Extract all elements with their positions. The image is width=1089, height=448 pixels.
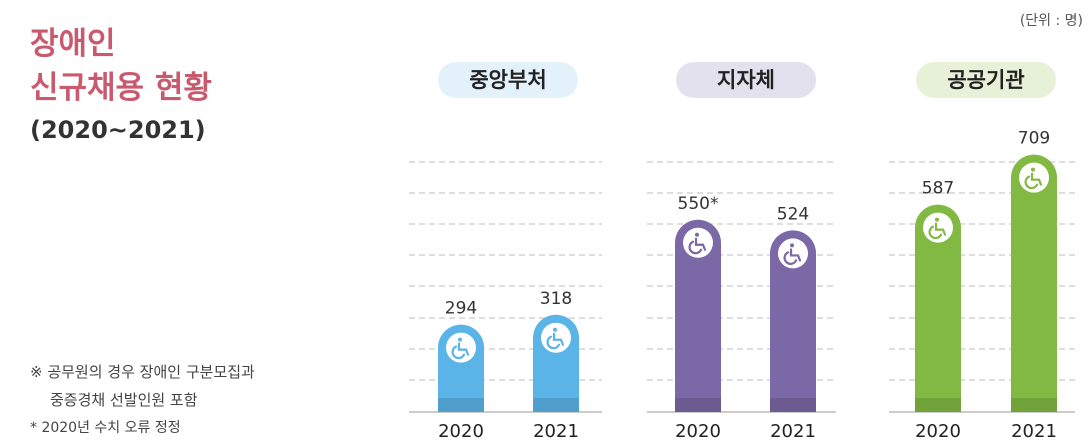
wheelchair-icon [928, 217, 947, 240]
title-line-2: 신규채용 현황 [30, 70, 212, 106]
bar-base-shade [770, 398, 816, 412]
bar [1011, 154, 1057, 412]
bar-base-shade [1011, 398, 1057, 412]
wheelchair-icon-head [1031, 167, 1035, 172]
wheelchair-icon-wheel [928, 225, 943, 240]
value-label: 524 [777, 204, 809, 224]
chart-subtitle: (2020~2021) [30, 116, 206, 144]
wheelchair-icon-wheel [688, 240, 703, 255]
bar-base-shade [675, 398, 721, 412]
bar-base-shade [533, 398, 579, 412]
wheelchair-icon-head [790, 243, 794, 248]
value-label: 294 [445, 299, 477, 319]
year-label: 2021 [1011, 421, 1057, 442]
year-label: 2021 [533, 421, 579, 442]
wheelchair-icon-body [694, 237, 707, 251]
chart-title: 장애인 신규채용 현황 [30, 22, 212, 110]
group-label: 지자체 [717, 68, 775, 92]
wheelchair-icon-wheel [546, 335, 561, 350]
wheelchair-icon-wheel [451, 345, 466, 360]
group-pill [438, 62, 578, 98]
wheelchair-icon-head [695, 232, 699, 237]
value-label: 550* [678, 194, 719, 214]
footnote-3: * 2020년 수치 오류 정정 [30, 420, 181, 436]
bar [770, 230, 816, 412]
wheelchair-icon-body [1030, 172, 1043, 186]
group-pill [676, 62, 816, 98]
footnote-2: 중증경채 선발인원 포함 [50, 391, 198, 409]
bar-base-shade [438, 398, 484, 412]
wheelchair-icon-head [458, 337, 462, 342]
wheelchair-icon [1024, 167, 1043, 190]
value-label: 587 [922, 179, 954, 199]
year-label: 2020 [675, 421, 721, 442]
wheelchair-icon-head [935, 217, 939, 222]
wheelchair-icon [546, 327, 565, 350]
wheelchair-icon-head [553, 327, 557, 332]
bar [915, 204, 961, 412]
wheelchair-icon-wheel [1024, 175, 1039, 190]
year-label: 2021 [770, 421, 816, 442]
bar [675, 219, 721, 412]
title-line-1: 장애인 [30, 26, 116, 62]
wheelchair-icon [783, 243, 802, 265]
footnotes: ※ 공무원의 경우 장애인 구분모집과 중증경채 선발인원 포함 * 2020년… [30, 358, 255, 442]
group-label: 공공기관 [947, 68, 1024, 92]
unit-label: (단위 : 명) [1019, 13, 1083, 29]
wheelchair-icon-body [934, 222, 947, 236]
wheelchair-icon [451, 337, 470, 360]
group-pill [916, 62, 1056, 98]
value-label: 318 [540, 289, 572, 309]
footnote-1: ※ 공무원의 경우 장애인 구분모집과 [30, 363, 255, 381]
wheelchair-icon [688, 232, 707, 255]
value-label: 709 [1018, 129, 1050, 149]
bar-group: 지자체 550* 2020 524 2021 [647, 62, 836, 442]
bar-group: 중앙부처 294 2020 318 2021 [409, 62, 602, 442]
year-label: 2020 [438, 421, 484, 442]
wheelchair-icon-body [457, 342, 470, 356]
wheelchair-icon-body [552, 332, 565, 346]
wheelchair-icon-body [789, 248, 802, 262]
year-label: 2020 [915, 421, 961, 442]
group-label: 중앙부처 [469, 68, 546, 92]
wheelchair-icon-wheel [783, 251, 798, 265]
bar-base-shade [915, 398, 961, 412]
bar-group: 공공기관 587 2020 709 2021 [889, 62, 1075, 442]
